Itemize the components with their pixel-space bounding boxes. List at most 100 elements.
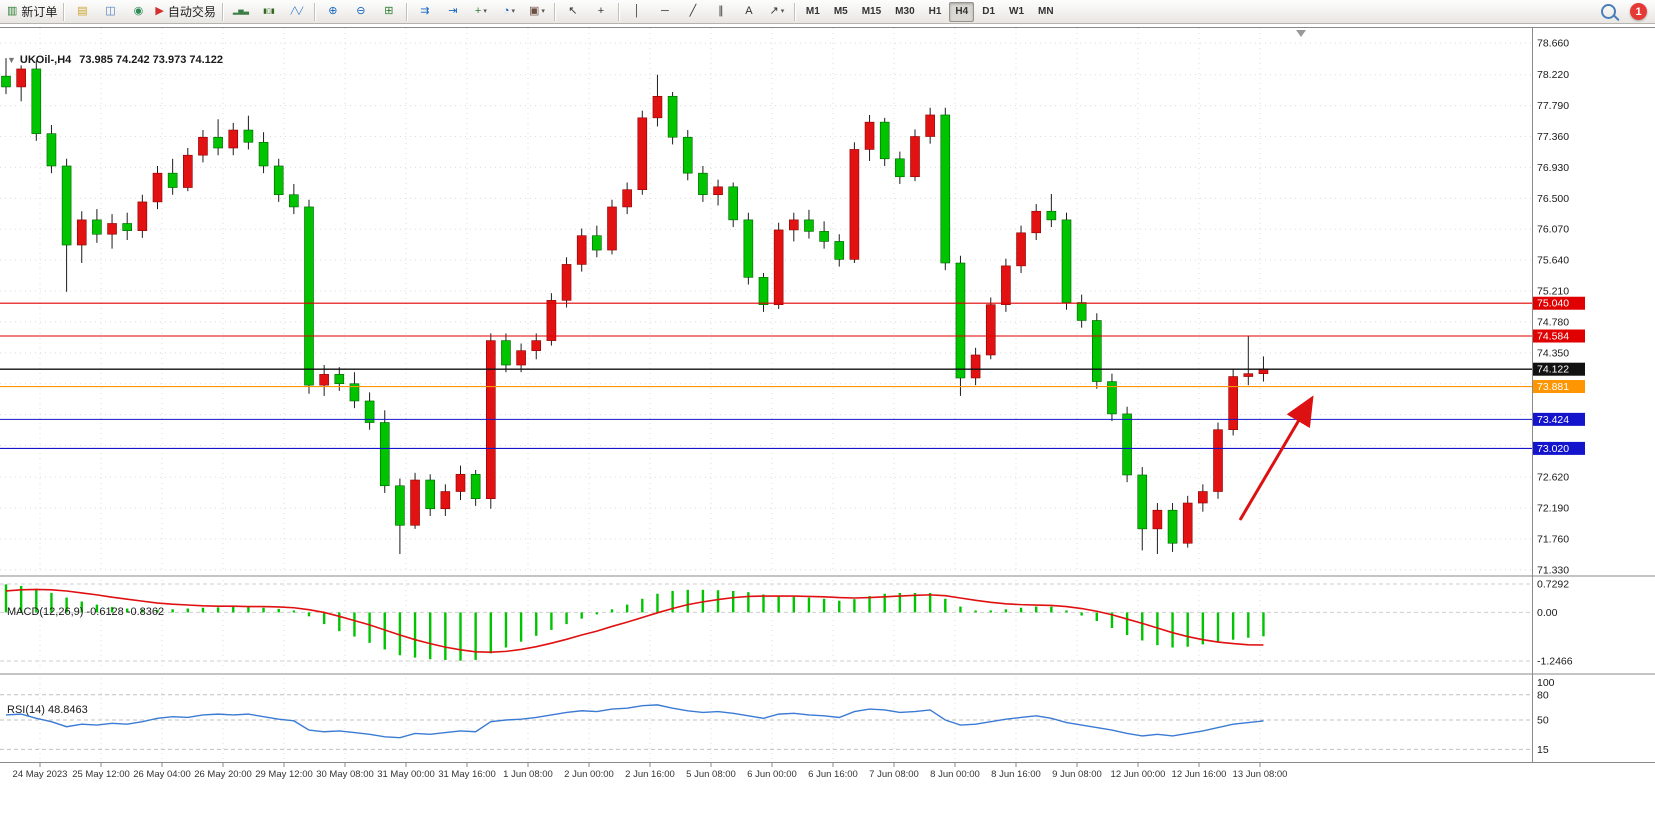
trendline-icon[interactable]: ╱ xyxy=(679,1,707,23)
price-badge xyxy=(1533,412,1585,426)
equidistant-channel-icon[interactable]: ∥ xyxy=(707,1,735,23)
candle xyxy=(213,136,223,149)
candlestick-chart-icon[interactable]: ▮▯▮ xyxy=(255,1,283,23)
macd-histogram-bar xyxy=(807,597,811,613)
cursor-icon[interactable]: ↖ xyxy=(559,1,587,23)
candle xyxy=(1152,509,1163,530)
horizontal-line-icon: ─ xyxy=(661,5,669,17)
navigator-icon[interactable]: ◉ xyxy=(124,1,152,23)
macd-histogram-bar xyxy=(883,593,886,613)
tf-button-H1[interactable]: H1 xyxy=(928,6,942,17)
candle xyxy=(319,374,329,386)
horizontal-line-icon[interactable]: ─ xyxy=(651,1,679,23)
vertical-line-icon[interactable]: │ xyxy=(623,1,651,23)
tile-windows-icon[interactable]: ⊞ xyxy=(375,1,403,23)
candle xyxy=(1137,474,1148,530)
macd-histogram-bar xyxy=(1095,612,1098,621)
macd-histogram-bar xyxy=(1080,612,1083,616)
macd-histogram-bar xyxy=(489,612,492,654)
toolbar-separator xyxy=(617,2,620,21)
macd-histogram-bar xyxy=(186,608,189,613)
tf-button-D1[interactable]: D1 xyxy=(982,6,996,17)
candle xyxy=(849,149,860,260)
market-watch-icon[interactable]: ▤ xyxy=(68,1,96,23)
trend-arrow[interactable] xyxy=(1238,395,1314,521)
line-chart-icon[interactable]: ╱╲╱ xyxy=(283,1,311,23)
candle xyxy=(667,95,678,138)
rsi-axis-label: 80 xyxy=(1537,689,1549,701)
chart-shift-icon: ⇥ xyxy=(448,5,458,17)
zoom-in-icon[interactable]: ⊕ xyxy=(319,1,347,23)
candle xyxy=(289,194,299,208)
text-tool-icon[interactable]: A xyxy=(735,1,763,23)
chart-collapse-icon[interactable]: ▼ xyxy=(7,55,16,65)
shift-marker-icon[interactable] xyxy=(1296,30,1306,37)
candle xyxy=(1228,376,1238,431)
crosshair-icon[interactable]: + xyxy=(587,1,615,23)
macd-histogram-bar xyxy=(1247,612,1250,638)
candle xyxy=(470,473,481,500)
macd-histogram-bar xyxy=(126,608,129,613)
chevron-down-icon: ▾ xyxy=(541,8,545,15)
candle xyxy=(349,383,360,402)
tf-button-M5[interactable]: M5 xyxy=(833,6,848,17)
candle xyxy=(258,141,269,167)
candle xyxy=(607,206,617,251)
tf-button-M30[interactable]: M30 xyxy=(895,6,915,17)
candle xyxy=(788,219,799,231)
macd-histogram-bar xyxy=(822,598,826,613)
zoom-out-icon[interactable]: ⊖ xyxy=(347,1,375,23)
macd-histogram-bar xyxy=(247,606,250,613)
data-window-icon[interactable]: ◫ xyxy=(96,1,124,23)
price-badge xyxy=(1533,329,1585,343)
candle xyxy=(592,235,602,251)
macd-histogram-bar xyxy=(277,608,280,613)
line-chart-icon: ╱╲╱ xyxy=(290,8,304,15)
tf-button-M1[interactable]: M1 xyxy=(805,6,820,17)
price-tick-label: 71.760 xyxy=(1537,533,1569,545)
periods-button[interactable]: ◔ ▾ xyxy=(495,1,523,23)
candle xyxy=(1046,210,1057,221)
candle xyxy=(955,262,966,379)
chart-shift-icon[interactable]: ⇥ xyxy=(439,1,467,23)
macd-histogram-bar xyxy=(4,584,8,613)
arrows-tool-icon[interactable]: ↗ ▾ xyxy=(763,1,791,23)
macd-histogram-bar xyxy=(1186,612,1189,647)
search-button[interactable] xyxy=(1594,1,1622,23)
macd-histogram-bar xyxy=(216,607,220,613)
time-tick-label: 30 May 08:00 xyxy=(316,769,374,780)
macd-histogram-bar xyxy=(671,590,674,613)
macd-histogram-bar xyxy=(519,612,523,642)
market-watch-icon: ▤ xyxy=(77,5,88,17)
auto-scroll-icon[interactable]: ⇉ xyxy=(411,1,439,23)
autotrade-button[interactable]: ▶ 自动交易 xyxy=(152,1,218,23)
new-order-button[interactable]: ▥ 新订单 xyxy=(4,1,60,23)
zoom-in-icon: ⊕ xyxy=(328,5,338,17)
candle xyxy=(728,186,739,221)
toolbar: ▥ 新订单 ▤ ◫ ◉ ▶ 自动交易 ▂▅▃ ▮▯▮ ╱╲╱ ⊕ ⊖ ⊞ ⇉ ⇥ + ▾ ◔ ▾ ▣ ▾ ↖ + │ ─ ╱ ∥ A ↗… xyxy=(0,0,1655,24)
indicators-button[interactable]: + ▾ xyxy=(467,1,495,23)
toolbar-separator xyxy=(313,2,316,21)
macd-histogram-bar xyxy=(413,612,417,658)
autotrade-button-label: 自动交易 xyxy=(167,4,216,19)
candle xyxy=(925,114,935,137)
notification-badge[interactable]: 1 xyxy=(1630,3,1647,20)
tf-button-H4[interactable]: H4 xyxy=(949,1,975,22)
templates-button[interactable]: ▣ ▾ xyxy=(523,1,551,23)
navigator-icon: ◉ xyxy=(133,5,144,17)
candle xyxy=(1061,219,1072,303)
tf-button-MN[interactable]: MN xyxy=(1038,6,1054,17)
time-tick-label: 8 Jun 00:00 xyxy=(930,769,980,780)
bar-chart-icon: ▂▅▃ xyxy=(232,8,249,15)
candle xyxy=(561,264,572,301)
price-chart-canvas[interactable]: 78.660 78.220 77.790 77.360 76.930 76.500 76.0… xyxy=(0,24,1655,829)
data-window-icon: ◫ xyxy=(105,5,116,17)
tf-button-W1[interactable]: W1 xyxy=(1009,6,1025,17)
time-tick-label: 13 Jun 08:00 xyxy=(1233,769,1288,780)
bar-chart-icon[interactable]: ▂▅▃ xyxy=(227,1,255,23)
macd-histogram-bar xyxy=(550,612,553,630)
macd-histogram-bar xyxy=(1019,607,1023,613)
candle xyxy=(364,400,375,423)
tf-button-M15[interactable]: M15 xyxy=(861,6,882,17)
